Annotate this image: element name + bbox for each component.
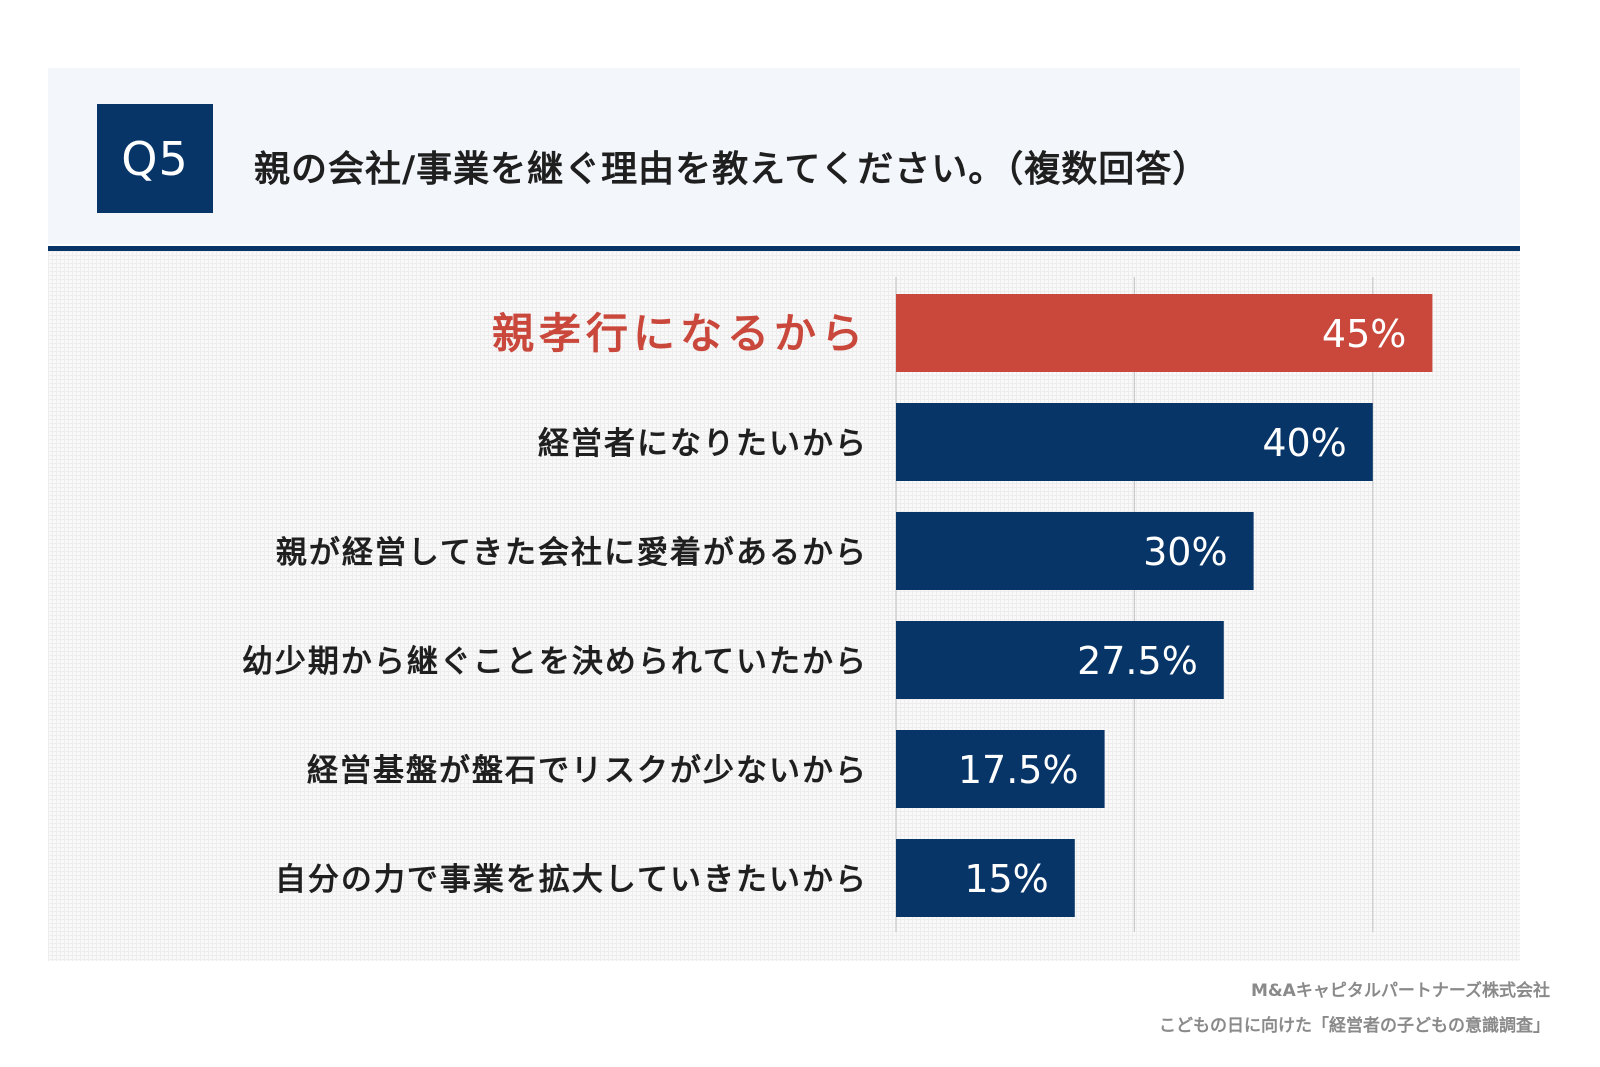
category-label-5: 自分の力で事業を拡大していきたいから [275,862,868,898]
category-label-3: 幼少期から継ぐことを決められていたから [242,644,868,680]
bar-1 [896,403,1373,481]
question-title: 親の会社/事業を継ぐ理由を教えてください。（複数回答） [254,149,1210,190]
source-survey: こどもの日に向けた「経営者の子どもの意識調査」 [1159,1016,1550,1036]
bar-0 [896,294,1433,372]
category-label-0: 親孝行になるから [492,309,868,358]
value-label-3: 27.5% [1077,639,1198,683]
category-label-4: 経営基盤が盤石でリスクが少ないから [307,753,868,789]
bar-3 [896,621,1224,699]
category-label-2: 親が経営してきた会社に愛着があるから [276,535,868,571]
header-panel [48,68,1520,244]
value-label-2: 30% [1143,530,1227,574]
bar-4 [896,730,1105,808]
source-company: M&Aキャピタルパートナーズ株式会社 [1250,981,1550,1001]
category-label-1: 経営者になりたいから [538,426,868,462]
value-label-4: 17.5% [958,748,1079,792]
value-label-0: 45% [1322,312,1406,356]
value-label-1: 40% [1262,421,1346,465]
question-badge: Q5 [97,104,213,213]
bar-5 [896,839,1075,917]
value-label-5: 15% [964,857,1048,901]
header-divider [48,246,1520,251]
bar-2 [896,512,1254,590]
